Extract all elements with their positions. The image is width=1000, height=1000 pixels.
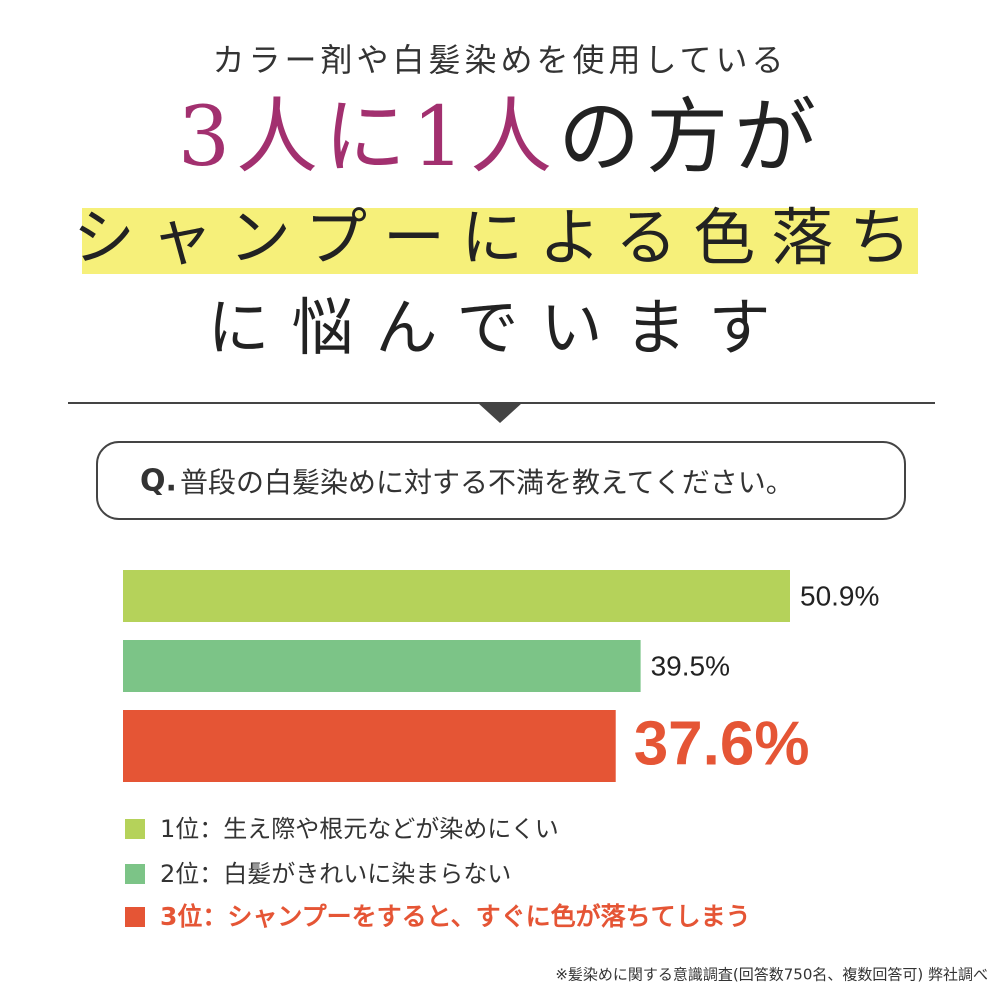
lead: カラー剤や白髪染めを使用している bbox=[212, 41, 787, 79]
divider-arrow bbox=[478, 403, 522, 423]
question-box bbox=[96, 441, 906, 520]
bar bbox=[123, 570, 790, 622]
question-text: 普段の白髪染めに対する不満を教えてください。 bbox=[180, 466, 794, 499]
highlight-band bbox=[82, 208, 918, 274]
legend-swatch bbox=[125, 864, 145, 884]
headline-rest: の方が bbox=[558, 90, 822, 185]
footnote: ※髪染めに関する意識調査(回答数750名、複数回答可) 弊社調べ bbox=[555, 966, 988, 984]
legend-swatch bbox=[125, 819, 145, 839]
headline: 3人に1人の方が bbox=[178, 90, 822, 185]
headline-line3: に悩んでいます bbox=[208, 291, 793, 364]
bar bbox=[123, 640, 641, 692]
legend-label: 3位：シャンプーをすると、すぐに色が落ちてしまう bbox=[160, 902, 751, 931]
value-label: 37.6% bbox=[634, 709, 810, 778]
headline-highlight: 3人に1人 bbox=[178, 90, 558, 185]
value-label: 39.5% bbox=[651, 650, 730, 681]
legend-label: 1位：生え際や根元などが染めにくい bbox=[160, 815, 559, 843]
legend-label: 2位：白髪がきれいに染まらない bbox=[160, 860, 511, 888]
headline-line2: シャンプーによる色落ち bbox=[73, 201, 927, 274]
bar bbox=[123, 710, 616, 782]
legend-swatch bbox=[125, 907, 145, 927]
value-label: 50.9% bbox=[800, 580, 879, 611]
question-prefix: Q. bbox=[140, 464, 177, 499]
